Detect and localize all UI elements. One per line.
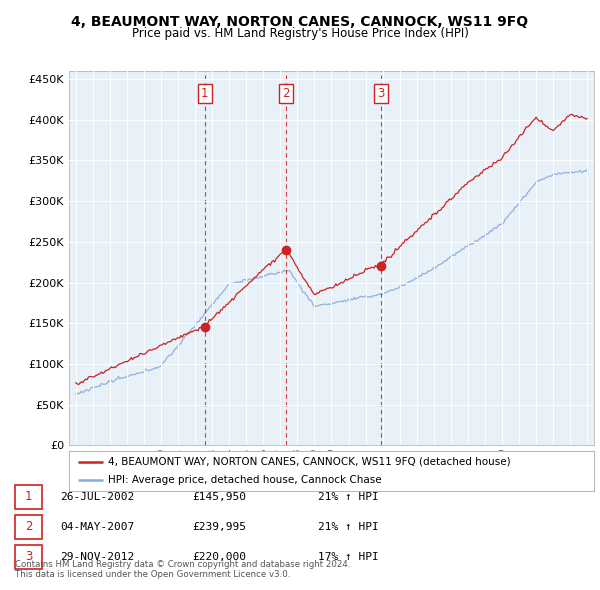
Text: 2: 2	[25, 520, 32, 533]
Text: 2: 2	[283, 87, 290, 100]
Text: 4, BEAUMONT WAY, NORTON CANES, CANNOCK, WS11 9FQ (detached house): 4, BEAUMONT WAY, NORTON CANES, CANNOCK, …	[109, 457, 511, 467]
Text: 1: 1	[201, 87, 209, 100]
Text: 3: 3	[25, 550, 32, 563]
Text: 21% ↑ HPI: 21% ↑ HPI	[318, 492, 379, 502]
Text: 4, BEAUMONT WAY, NORTON CANES, CANNOCK, WS11 9FQ: 4, BEAUMONT WAY, NORTON CANES, CANNOCK, …	[71, 15, 529, 29]
Text: £220,000: £220,000	[192, 552, 246, 562]
Text: 29-NOV-2012: 29-NOV-2012	[60, 552, 134, 562]
Text: Price paid vs. HM Land Registry's House Price Index (HPI): Price paid vs. HM Land Registry's House …	[131, 27, 469, 40]
Text: 26-JUL-2002: 26-JUL-2002	[60, 492, 134, 502]
Text: HPI: Average price, detached house, Cannock Chase: HPI: Average price, detached house, Cann…	[109, 475, 382, 485]
Text: £239,995: £239,995	[192, 522, 246, 532]
Text: 17% ↑ HPI: 17% ↑ HPI	[318, 552, 379, 562]
Text: £145,950: £145,950	[192, 492, 246, 502]
Text: 1: 1	[25, 490, 32, 503]
Text: 3: 3	[377, 87, 385, 100]
Text: Contains HM Land Registry data © Crown copyright and database right 2024.
This d: Contains HM Land Registry data © Crown c…	[15, 560, 350, 579]
Text: 21% ↑ HPI: 21% ↑ HPI	[318, 522, 379, 532]
Text: 04-MAY-2007: 04-MAY-2007	[60, 522, 134, 532]
